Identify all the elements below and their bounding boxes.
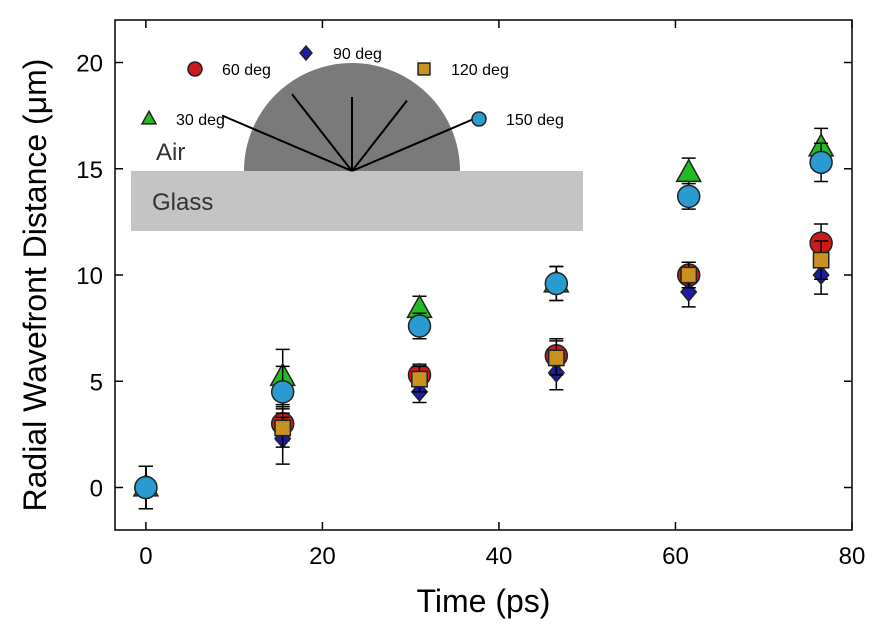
data-point <box>547 349 565 367</box>
glass-substrate <box>131 171 583 231</box>
legend-marker <box>471 111 487 127</box>
legend-marker <box>299 44 313 62</box>
y-tick-label: 10 <box>76 263 103 290</box>
series-150-deg <box>134 142 833 510</box>
data-point <box>544 271 569 296</box>
inset-diagram: Air Glass <box>131 63 583 231</box>
legend-label: 150 deg <box>506 112 564 129</box>
air-label: Air <box>156 139 185 166</box>
ray-30-deg <box>221 114 353 172</box>
y-axis-label: Radial Wavefront Distance (μm) <box>17 59 53 512</box>
x-tick-label: 20 <box>309 543 336 570</box>
x-tick-label: 80 <box>839 543 866 570</box>
legend-label: 90 deg <box>333 46 382 63</box>
legend-item-120-deg: 120 deg <box>417 62 509 79</box>
series-90-deg <box>137 255 830 510</box>
data-point <box>270 380 295 404</box>
data-point <box>274 419 292 437</box>
x-tick-label: 0 <box>139 543 152 570</box>
plot-frame <box>114 19 853 531</box>
legend-label: 60 deg <box>222 62 271 79</box>
data-point <box>411 370 428 388</box>
y-tick-label: 0 <box>90 476 103 503</box>
x-axis-label: Time (ps) <box>417 583 551 619</box>
axis-ticks: 0 20 40 60 80 0 5 10 15 20 <box>76 20 865 570</box>
y-tick-label: 15 <box>76 157 103 184</box>
data-point <box>680 266 698 284</box>
legend-item-30-deg: 30 deg <box>140 109 225 129</box>
glass-label: Glass <box>152 189 213 216</box>
x-tick-label: 40 <box>486 543 513 570</box>
data-point <box>134 475 158 500</box>
y-tick-label: 20 <box>76 51 103 78</box>
series-120-deg <box>137 240 830 510</box>
ray-60-deg <box>291 93 353 172</box>
x-tick-label: 60 <box>662 543 689 570</box>
data-point <box>407 314 432 338</box>
data-point <box>812 251 830 269</box>
legend-item-150-deg: 150 deg <box>471 111 564 129</box>
legend-marker <box>140 109 158 125</box>
legend-marker <box>417 62 431 76</box>
ray-150-deg <box>351 114 483 172</box>
data-markers <box>132 127 835 510</box>
legend-label: 120 deg <box>451 62 509 79</box>
legend-item-60-deg: 60 deg <box>187 61 271 79</box>
data-point <box>676 184 701 209</box>
data-point <box>675 158 702 183</box>
legend: 30 deg 60 deg 90 deg 120 deg 150 deg <box>140 44 564 129</box>
ray-120-deg <box>351 99 408 172</box>
legend-item-90-deg: 90 deg <box>299 44 382 63</box>
legend-marker <box>187 61 203 77</box>
series-60-deg <box>134 223 833 510</box>
legend-label: 30 deg <box>176 112 225 129</box>
data-point <box>809 150 833 175</box>
y-tick-label: 5 <box>90 369 103 396</box>
